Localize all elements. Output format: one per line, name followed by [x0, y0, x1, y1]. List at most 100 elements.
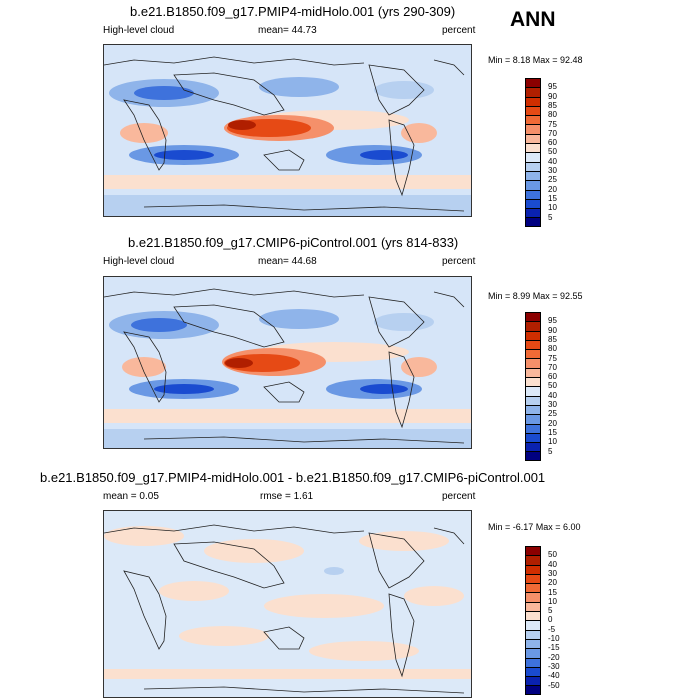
panel-2-contour-field — [104, 277, 471, 448]
colorbar-swatch — [525, 198, 541, 209]
colorbar-swatch — [525, 564, 541, 574]
colorbar-tick-label: 40 — [548, 156, 557, 166]
colorbar-swatch — [525, 611, 541, 621]
colorbar-swatch — [525, 115, 541, 125]
colorbar-tick-label: 50 — [548, 147, 557, 157]
panel-3-rmse-label: rmse = 1.61 — [260, 491, 314, 502]
colorbar-swatch — [525, 321, 541, 331]
colorbar-tick-label: 15 — [548, 587, 557, 597]
colorbar-swatch — [525, 386, 541, 396]
panel-1-minmax-label: Min = 8.18 Max = 92.48 — [488, 55, 583, 65]
colorbar-swatch — [525, 143, 541, 153]
colorbar-swatch — [525, 451, 541, 461]
colorbar-swatch — [525, 583, 541, 593]
colorbar-swatch — [525, 105, 541, 116]
panel-1-contour-field — [104, 45, 471, 216]
colorbar-swatch — [525, 629, 541, 639]
colorbar-tick-label: 50 — [548, 381, 557, 391]
colorbar-tick-label: 95 — [548, 316, 557, 326]
colorbar-tick-label: 30 — [548, 568, 557, 578]
colorbar-tick-label: 40 — [548, 559, 557, 569]
colorbar-tick-label: 50 — [548, 550, 557, 560]
colorbar-swatch — [525, 161, 541, 171]
panel-3-map — [103, 510, 472, 698]
colorbar-tick-label: 90 — [548, 91, 557, 101]
colorbar-tick-label: 75 — [548, 353, 557, 363]
colorbar-swatch — [525, 414, 541, 424]
panel-3-title: b.e21.B1850.f09_g17.PMIP4-midHolo.001 - … — [40, 470, 546, 485]
colorbar-tick-label: 85 — [548, 334, 557, 344]
colorbar-swatch — [525, 432, 541, 443]
colorbar-tick-label: 85 — [548, 100, 557, 110]
colorbar-swatch — [525, 592, 541, 602]
panel-2-colorbar — [525, 312, 541, 461]
colorbar-tick-label: 15 — [548, 427, 557, 437]
colorbar-tick-label: 10 — [548, 203, 557, 213]
colorbar-swatch — [525, 648, 541, 658]
colorbar-swatch — [525, 124, 541, 134]
panel-3-units-label: percent — [442, 491, 476, 502]
colorbar-tick-label: 25 — [548, 175, 557, 185]
colorbar-tick-label: -15 — [548, 643, 560, 653]
colorbar-swatch — [525, 96, 541, 106]
colorbar-swatch — [525, 666, 541, 677]
colorbar-swatch — [525, 78, 541, 88]
colorbar-swatch — [525, 555, 541, 565]
panel-1-title: b.e21.B1850.f09_g17.PMIP4-midHolo.001 (y… — [130, 4, 456, 19]
colorbar-swatch — [525, 349, 541, 359]
panel-1-mean-label: mean= 44.73 — [258, 25, 317, 36]
panel-2-mean-label: mean= 44.68 — [258, 256, 317, 267]
colorbar-swatch — [525, 330, 541, 340]
colorbar-tick-label: 20 — [548, 578, 557, 588]
panel-3-minmax-label: Min = -6.17 Max = 6.00 — [488, 522, 581, 532]
colorbar-tick-label: -5 — [548, 624, 556, 634]
panel-1-colorbar — [525, 78, 541, 227]
colorbar-tick-label: 10 — [548, 596, 557, 606]
colorbar-swatch — [525, 620, 541, 630]
colorbar-tick-label: 20 — [548, 184, 557, 194]
colorbar-swatch — [525, 601, 541, 612]
panel-2-variable-label: High-level cloud — [103, 256, 175, 267]
colorbar-swatch — [525, 312, 541, 322]
panel-3-mean-label: mean = 0.05 — [103, 491, 159, 502]
colorbar-tick-label: 20 — [548, 418, 557, 428]
colorbar-swatch — [525, 573, 541, 584]
panel-1-units-label: percent — [442, 25, 476, 36]
colorbar-tick-label: 5 — [548, 446, 553, 456]
colorbar-tick-label: 80 — [548, 344, 557, 354]
season-label: ANN — [510, 8, 556, 31]
colorbar-tick-label: 95 — [548, 82, 557, 92]
colorbar-tick-label: 30 — [548, 166, 557, 175]
colorbar-tick-label: -50 — [548, 680, 560, 690]
colorbar-swatch — [525, 152, 541, 162]
colorbar-swatch — [525, 189, 541, 199]
colorbar-swatch — [525, 377, 541, 387]
colorbar-swatch — [525, 676, 541, 686]
colorbar-swatch — [525, 546, 541, 556]
colorbar-swatch — [525, 87, 541, 97]
colorbar-tick-label: 5 — [548, 212, 553, 222]
colorbar-tick-label: 40 — [548, 390, 557, 400]
colorbar-tick-label: 90 — [548, 325, 557, 335]
colorbar-swatch — [525, 180, 541, 190]
panel-2-title: b.e21.B1850.f09_g17.CMIP6-piControl.001 … — [128, 235, 459, 250]
colorbar-tick-label: 60 — [548, 372, 557, 382]
colorbar-swatch — [525, 367, 541, 378]
colorbar-tick-label: 70 — [548, 128, 557, 138]
colorbar-tick-label: -40 — [548, 671, 560, 681]
colorbar-swatch — [525, 638, 541, 649]
panel-2-map — [103, 276, 472, 449]
colorbar-tick-label: -30 — [548, 661, 560, 671]
colorbar-swatch — [525, 404, 541, 415]
colorbar-swatch — [525, 339, 541, 350]
panel-1-variable-label: High-level cloud — [103, 25, 175, 36]
colorbar-tick-label: -10 — [548, 634, 560, 643]
colorbar-swatch — [525, 208, 541, 218]
panel-3-colorbar — [525, 546, 541, 695]
panel-1-map — [103, 44, 472, 217]
colorbar-swatch — [525, 133, 541, 144]
panel-2-units-label: percent — [442, 256, 476, 267]
panel-3-contour-field — [104, 511, 471, 697]
colorbar-tick-label: 25 — [548, 409, 557, 419]
colorbar-swatch — [525, 423, 541, 433]
